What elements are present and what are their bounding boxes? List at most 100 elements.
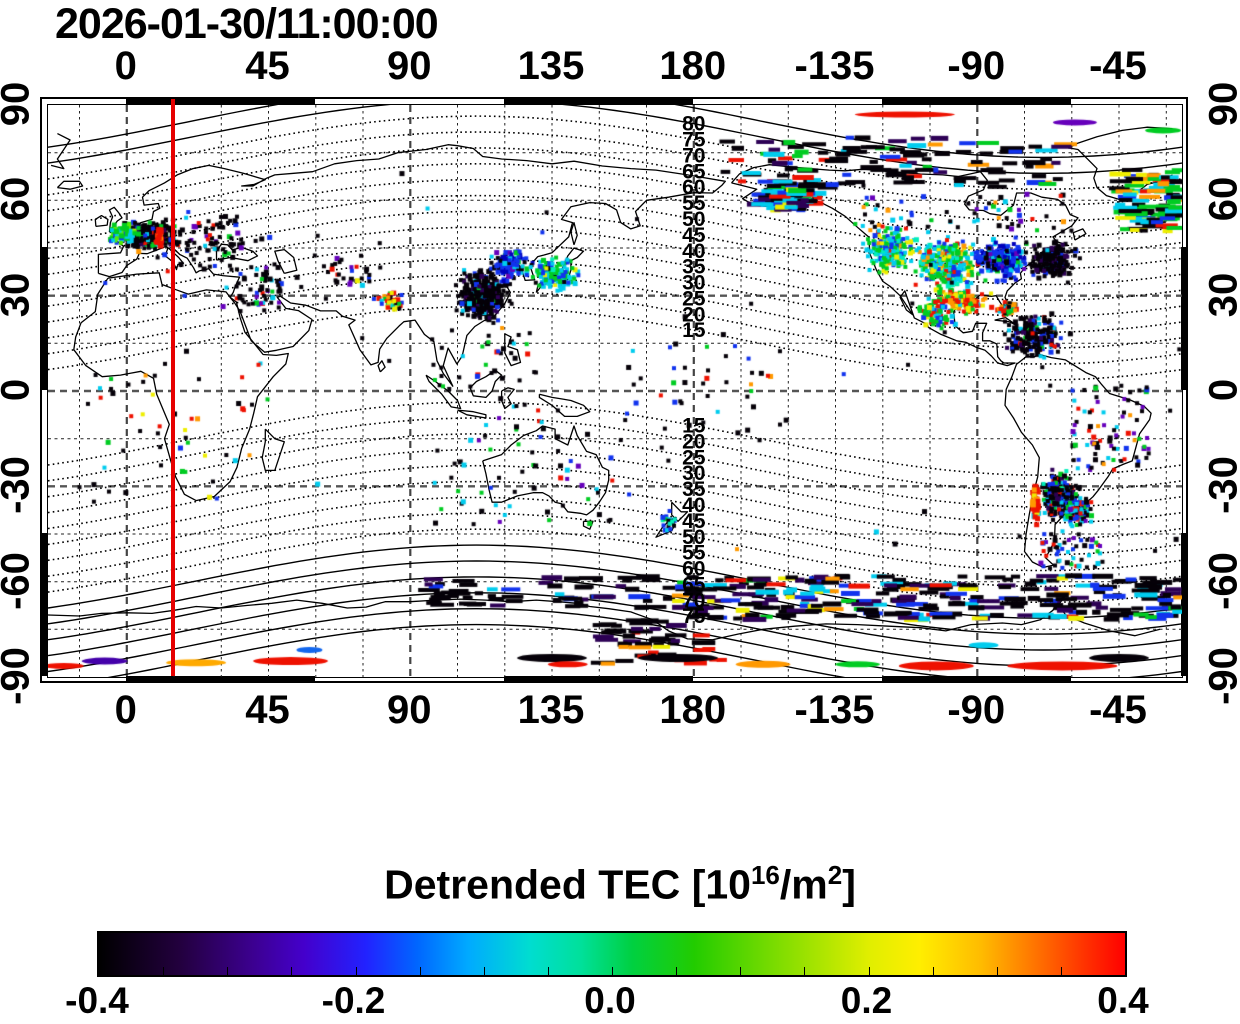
frame-band-segment	[42, 247, 47, 390]
lon-tick-label-top: -45	[1089, 44, 1147, 88]
noon-meridian-line	[171, 99, 175, 676]
svg-text:35: 35	[682, 478, 706, 501]
frame-band-segment	[1181, 247, 1186, 390]
frame-band-segment	[503, 676, 693, 681]
colorbar-minor-tick	[1060, 967, 1062, 975]
lon-tick-label-bottom: 0	[114, 688, 137, 732]
svg-text:55: 55	[682, 542, 706, 565]
colorbar-tick-label: -0.2	[321, 980, 386, 1021]
colorbar-minor-tick	[868, 967, 870, 975]
svg-text:35: 35	[682, 256, 706, 279]
colorbar-minor-tick	[291, 967, 293, 975]
lat-tick-label-left: -30	[0, 456, 38, 515]
svg-text:55: 55	[682, 192, 706, 215]
frame-band-segment	[881, 676, 1071, 681]
svg-text:40: 40	[682, 494, 705, 517]
frame-band-right	[1181, 99, 1186, 677]
colorbar-minor-tick	[932, 967, 934, 975]
lon-tick-label-top: 45	[245, 44, 290, 88]
colorbar-minor-tick	[419, 967, 421, 975]
lat-tick-label-left: 0	[0, 379, 39, 401]
svg-text:30: 30	[682, 272, 705, 295]
svg-text:45: 45	[682, 510, 706, 533]
svg-text:25: 25	[682, 446, 706, 469]
lon-tick-label-bottom: 45	[245, 688, 290, 732]
svg-text:15: 15	[682, 319, 706, 342]
lat-tick-label-left: 60	[0, 177, 38, 222]
colorbar-title-main: Detrended TEC	[384, 861, 681, 908]
svg-text:25: 25	[682, 288, 706, 311]
lat-tick-label-left: -90	[0, 647, 38, 705]
tec-data-points-canvas	[48, 105, 1182, 677]
lon-tick-label-bottom: -135	[794, 688, 875, 732]
lon-tick-label-top: -90	[947, 44, 1006, 88]
svg-text:60: 60	[682, 558, 705, 581]
lat-tick-label-right: 30	[1201, 272, 1240, 317]
timestamp-title: 2026-01-30/11:00:00	[55, 0, 439, 48]
lon-tick-label-top: 180	[659, 44, 727, 88]
lon-tick-label-top: -135	[794, 44, 875, 88]
frame-band-top	[42, 99, 1182, 104]
map-frame	[40, 97, 1188, 683]
lon-tick-label-top: 0	[114, 44, 137, 88]
colorbar-gradient	[97, 931, 1127, 977]
svg-text:65: 65	[682, 160, 706, 183]
svg-text:50: 50	[682, 526, 705, 549]
svg-text:75: 75	[682, 605, 706, 628]
colorbar-minor-tick	[483, 967, 485, 975]
svg-text:30: 30	[682, 462, 705, 485]
svg-text:15: 15	[682, 415, 706, 438]
colorbar-minor-tick	[227, 967, 229, 975]
svg-text:75: 75	[682, 129, 706, 152]
frame-band-left	[42, 99, 47, 677]
frame-band-segment	[1181, 533, 1186, 676]
lon-tick-label-bottom: -45	[1089, 688, 1147, 732]
lat-tick-label-right: -30	[1201, 456, 1240, 515]
colorbar-minor-tick	[355, 967, 357, 975]
frame-band-segment	[125, 676, 315, 681]
lat-tick-label-left: 90	[0, 81, 38, 127]
world-map-plot-area: 80 75 70 65 60 55 50 45 40 35 30 25 20 15 15 20 25 30 35 40…	[47, 104, 1183, 678]
lat-tick-label-right: 0	[1202, 379, 1240, 401]
svg-text:80: 80	[682, 113, 705, 136]
svg-text:40: 40	[682, 240, 705, 263]
colorbar-title: Detrended TEC [1016/m2]	[384, 860, 856, 908]
colorbar-minor-tick	[996, 967, 998, 975]
lat-tick-label-right: 60	[1201, 177, 1240, 222]
colorbar-tick-label: 0.0	[584, 980, 636, 1021]
colorbar-minor-tick	[676, 967, 678, 975]
colorbar-minor-tick	[612, 967, 613, 975]
frame-band-bottom	[42, 676, 1182, 681]
svg-text:70: 70	[682, 589, 705, 612]
svg-text:65: 65	[682, 574, 706, 597]
frame-band-segment	[125, 99, 315, 104]
lat-tick-label-left: -60	[0, 551, 38, 610]
colorbar-tick-label: 0.2	[840, 980, 893, 1021]
lon-tick-label-bottom: 90	[387, 688, 432, 732]
svg-text:60: 60	[682, 176, 705, 199]
frame-band-segment	[503, 99, 693, 104]
frame-band-segment	[881, 99, 1071, 104]
svg-text:50: 50	[682, 208, 705, 231]
lat-tick-label-right: -90	[1201, 647, 1240, 705]
svg-text:20: 20	[682, 431, 705, 454]
lon-tick-label-bottom: 180	[659, 688, 727, 732]
frame-band-segment	[42, 533, 47, 676]
lon-tick-label-top: 90	[387, 44, 432, 88]
lon-tick-label-bottom: -90	[947, 688, 1006, 732]
colorbar-tick-label: 0.4	[1097, 980, 1149, 1021]
colorbar-tick-label: -0.4	[65, 980, 129, 1021]
colorbar-minor-tick	[547, 967, 549, 975]
lat-tick-label-left: 30	[0, 272, 38, 317]
svg-text:70: 70	[682, 145, 705, 168]
lon-tick-label-bottom: 135	[517, 688, 585, 732]
colorbar-minor-tick	[163, 967, 165, 975]
lat-tick-label-right: 90	[1201, 81, 1240, 127]
contour-labels-layer: 8075706560555045403530252015152025303540…	[682, 113, 706, 629]
colorbar-minor-tick	[740, 967, 742, 975]
svg-text:20: 20	[682, 303, 705, 326]
lon-tick-label-top: 135	[517, 44, 585, 88]
svg-text:45: 45	[682, 224, 706, 247]
colorbar-minor-tick	[804, 967, 806, 975]
